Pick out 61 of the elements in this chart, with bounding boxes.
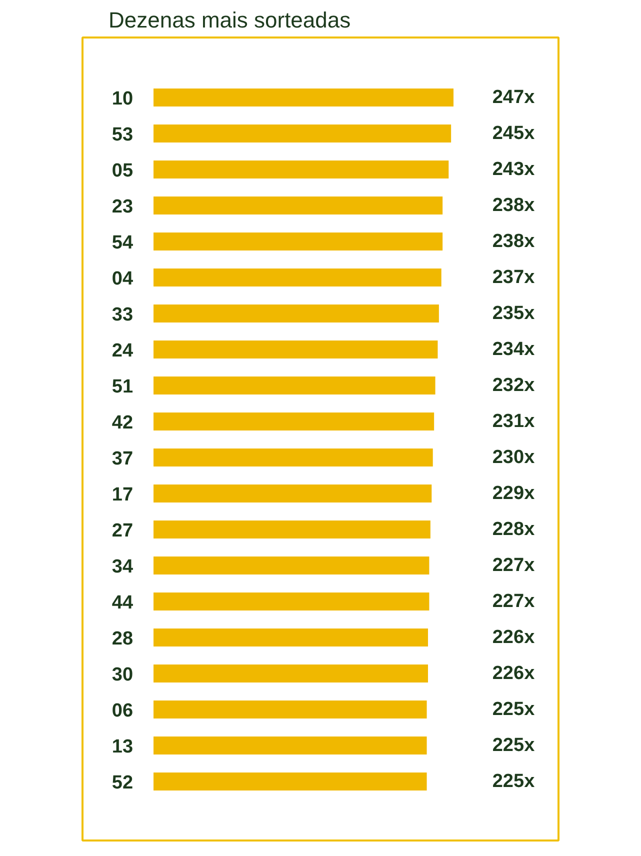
data-label: 230x xyxy=(492,447,536,468)
bar xyxy=(154,88,454,106)
y-tick-label: 04 xyxy=(112,268,134,290)
data-label: 226x xyxy=(492,663,536,684)
data-label: 228x xyxy=(492,519,536,540)
data-label: 238x xyxy=(492,231,536,252)
data-label: 247x xyxy=(492,87,536,108)
y-tick-label: 37 xyxy=(112,448,134,470)
y-tick-label: 51 xyxy=(112,376,134,398)
data-label: 227x xyxy=(492,555,536,576)
data-label: 229x xyxy=(492,483,536,504)
y-tick-label: 23 xyxy=(112,196,134,218)
bar xyxy=(154,772,427,790)
chart-title: Dezenas mais sorteadas xyxy=(108,8,351,32)
y-tick-label: 44 xyxy=(112,592,134,614)
data-label: 225x xyxy=(492,699,536,720)
y-tick-label: 13 xyxy=(112,736,134,758)
y-tick-label: 30 xyxy=(112,664,134,686)
data-label: 243x xyxy=(492,159,536,180)
bar xyxy=(154,664,428,682)
bar xyxy=(154,304,439,322)
bar xyxy=(154,628,428,646)
data-label: 225x xyxy=(492,735,536,756)
bar xyxy=(154,340,438,358)
y-tick-label: 28 xyxy=(112,628,134,650)
bar xyxy=(154,124,452,142)
bar xyxy=(154,196,443,214)
bar xyxy=(154,268,442,286)
bar xyxy=(154,412,434,430)
y-tick-label: 33 xyxy=(112,304,134,326)
bar xyxy=(154,592,430,610)
data-label: 245x xyxy=(492,123,536,144)
bar xyxy=(154,448,433,466)
bar xyxy=(154,484,432,502)
y-tick-label: 52 xyxy=(112,772,134,794)
data-label: 231x xyxy=(492,411,536,432)
data-label: 232x xyxy=(492,375,536,396)
y-tick-label: 10 xyxy=(112,88,134,110)
bar xyxy=(154,376,436,394)
bar xyxy=(154,700,427,718)
data-label: 235x xyxy=(492,303,536,324)
bar xyxy=(154,736,427,754)
y-tick-label: 53 xyxy=(112,124,134,146)
data-label: 237x xyxy=(492,267,536,288)
y-tick-label: 05 xyxy=(112,160,134,182)
bar xyxy=(154,556,430,574)
bar xyxy=(154,232,443,250)
data-label: 234x xyxy=(492,339,536,360)
y-tick-label: 06 xyxy=(112,700,134,722)
data-label: 226x xyxy=(492,627,536,648)
y-tick-label: 54 xyxy=(112,232,134,254)
data-label: 225x xyxy=(492,771,536,792)
y-tick-label: 24 xyxy=(112,340,134,362)
data-label: 227x xyxy=(492,591,536,612)
bar xyxy=(154,160,449,178)
y-tick-label: 27 xyxy=(112,520,134,542)
y-tick-label: 34 xyxy=(112,556,134,578)
y-tick-label: 17 xyxy=(112,484,134,506)
bar xyxy=(154,520,430,538)
y-tick-label: 42 xyxy=(112,412,134,434)
data-label: 238x xyxy=(492,195,536,216)
